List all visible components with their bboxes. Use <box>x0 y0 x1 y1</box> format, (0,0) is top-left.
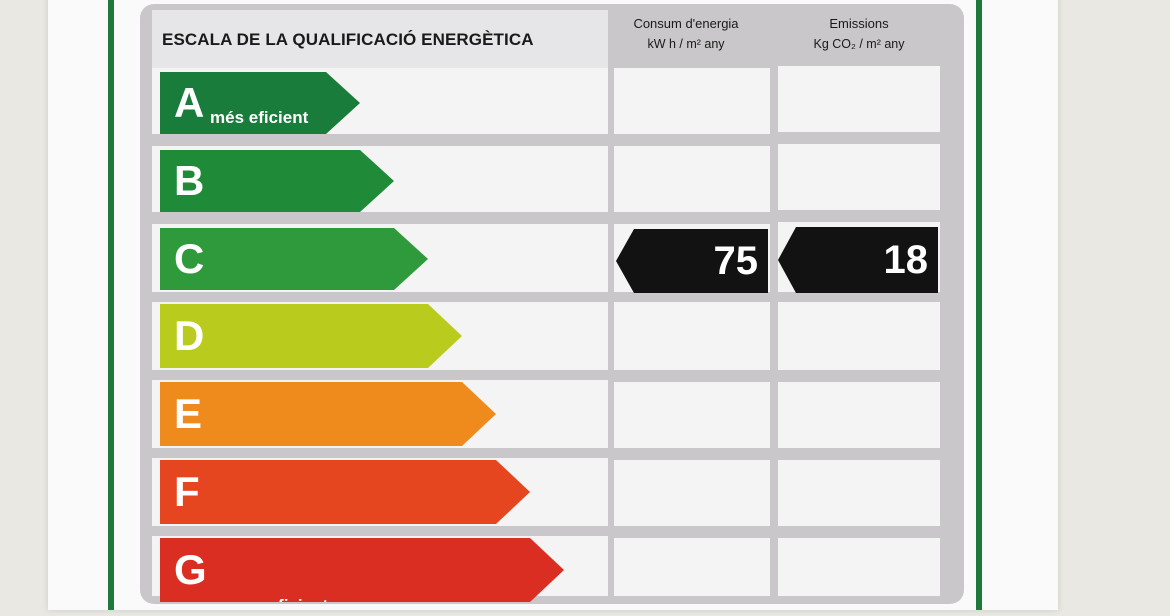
emissions-cell-b <box>778 144 940 210</box>
consumption-cell-b <box>614 146 770 212</box>
class-arrow-b: B <box>160 150 394 212</box>
class-letter-d: D <box>174 312 205 359</box>
emissions-cell-a <box>778 66 940 132</box>
consumption-cell-e <box>614 382 770 448</box>
class-letter-e: E <box>174 390 203 437</box>
scale-header-bar <box>152 10 608 68</box>
class-letter-c: C <box>174 235 205 282</box>
emissions-cell-e <box>778 382 940 448</box>
emissions-cell-f <box>778 460 940 526</box>
left-green-border <box>108 0 114 610</box>
scale-title: ESCALA DE LA QUALIFICACIÓ ENERGÈTICA <box>162 30 534 49</box>
consumption-unit: kW h / m² any <box>647 37 725 51</box>
consumption-cell-a <box>614 68 770 134</box>
consumption-value-tag: 75 <box>616 229 768 293</box>
class-letter-a: A <box>174 79 205 126</box>
emissions-value-tag: 18 <box>778 227 938 293</box>
emissions-cell-d <box>778 302 940 370</box>
class-arrow-d: D <box>160 304 462 368</box>
emissions-unit: Kg CO₂ / m² any <box>813 37 905 51</box>
class-arrow-a: A més eficient <box>160 72 360 134</box>
consumption-cell-d <box>614 302 770 370</box>
class-subtitle-a: més eficient <box>210 108 309 127</box>
class-arrow-c: C <box>160 228 428 290</box>
consumption-title: Consum d'energia <box>633 16 739 31</box>
class-arrow-g: G menys eficient <box>160 538 564 602</box>
consumption-cell-f <box>614 460 770 526</box>
class-letter-g: G <box>174 546 207 593</box>
class-letter-f: F <box>174 468 200 515</box>
consumption-column-header: Consum d'energia kW h / m² any <box>606 14 766 54</box>
class-arrow-e: E <box>160 382 496 446</box>
class-arrow-f: F <box>160 460 530 524</box>
emissions-column-header: Emissions Kg CO₂ / m² any <box>776 14 942 54</box>
emissions-title: Emissions <box>829 16 889 31</box>
right-green-border <box>976 0 982 610</box>
class-letter-b: B <box>174 157 205 204</box>
emissions-cell-g <box>778 538 940 596</box>
consumption-cell-g <box>614 538 770 596</box>
